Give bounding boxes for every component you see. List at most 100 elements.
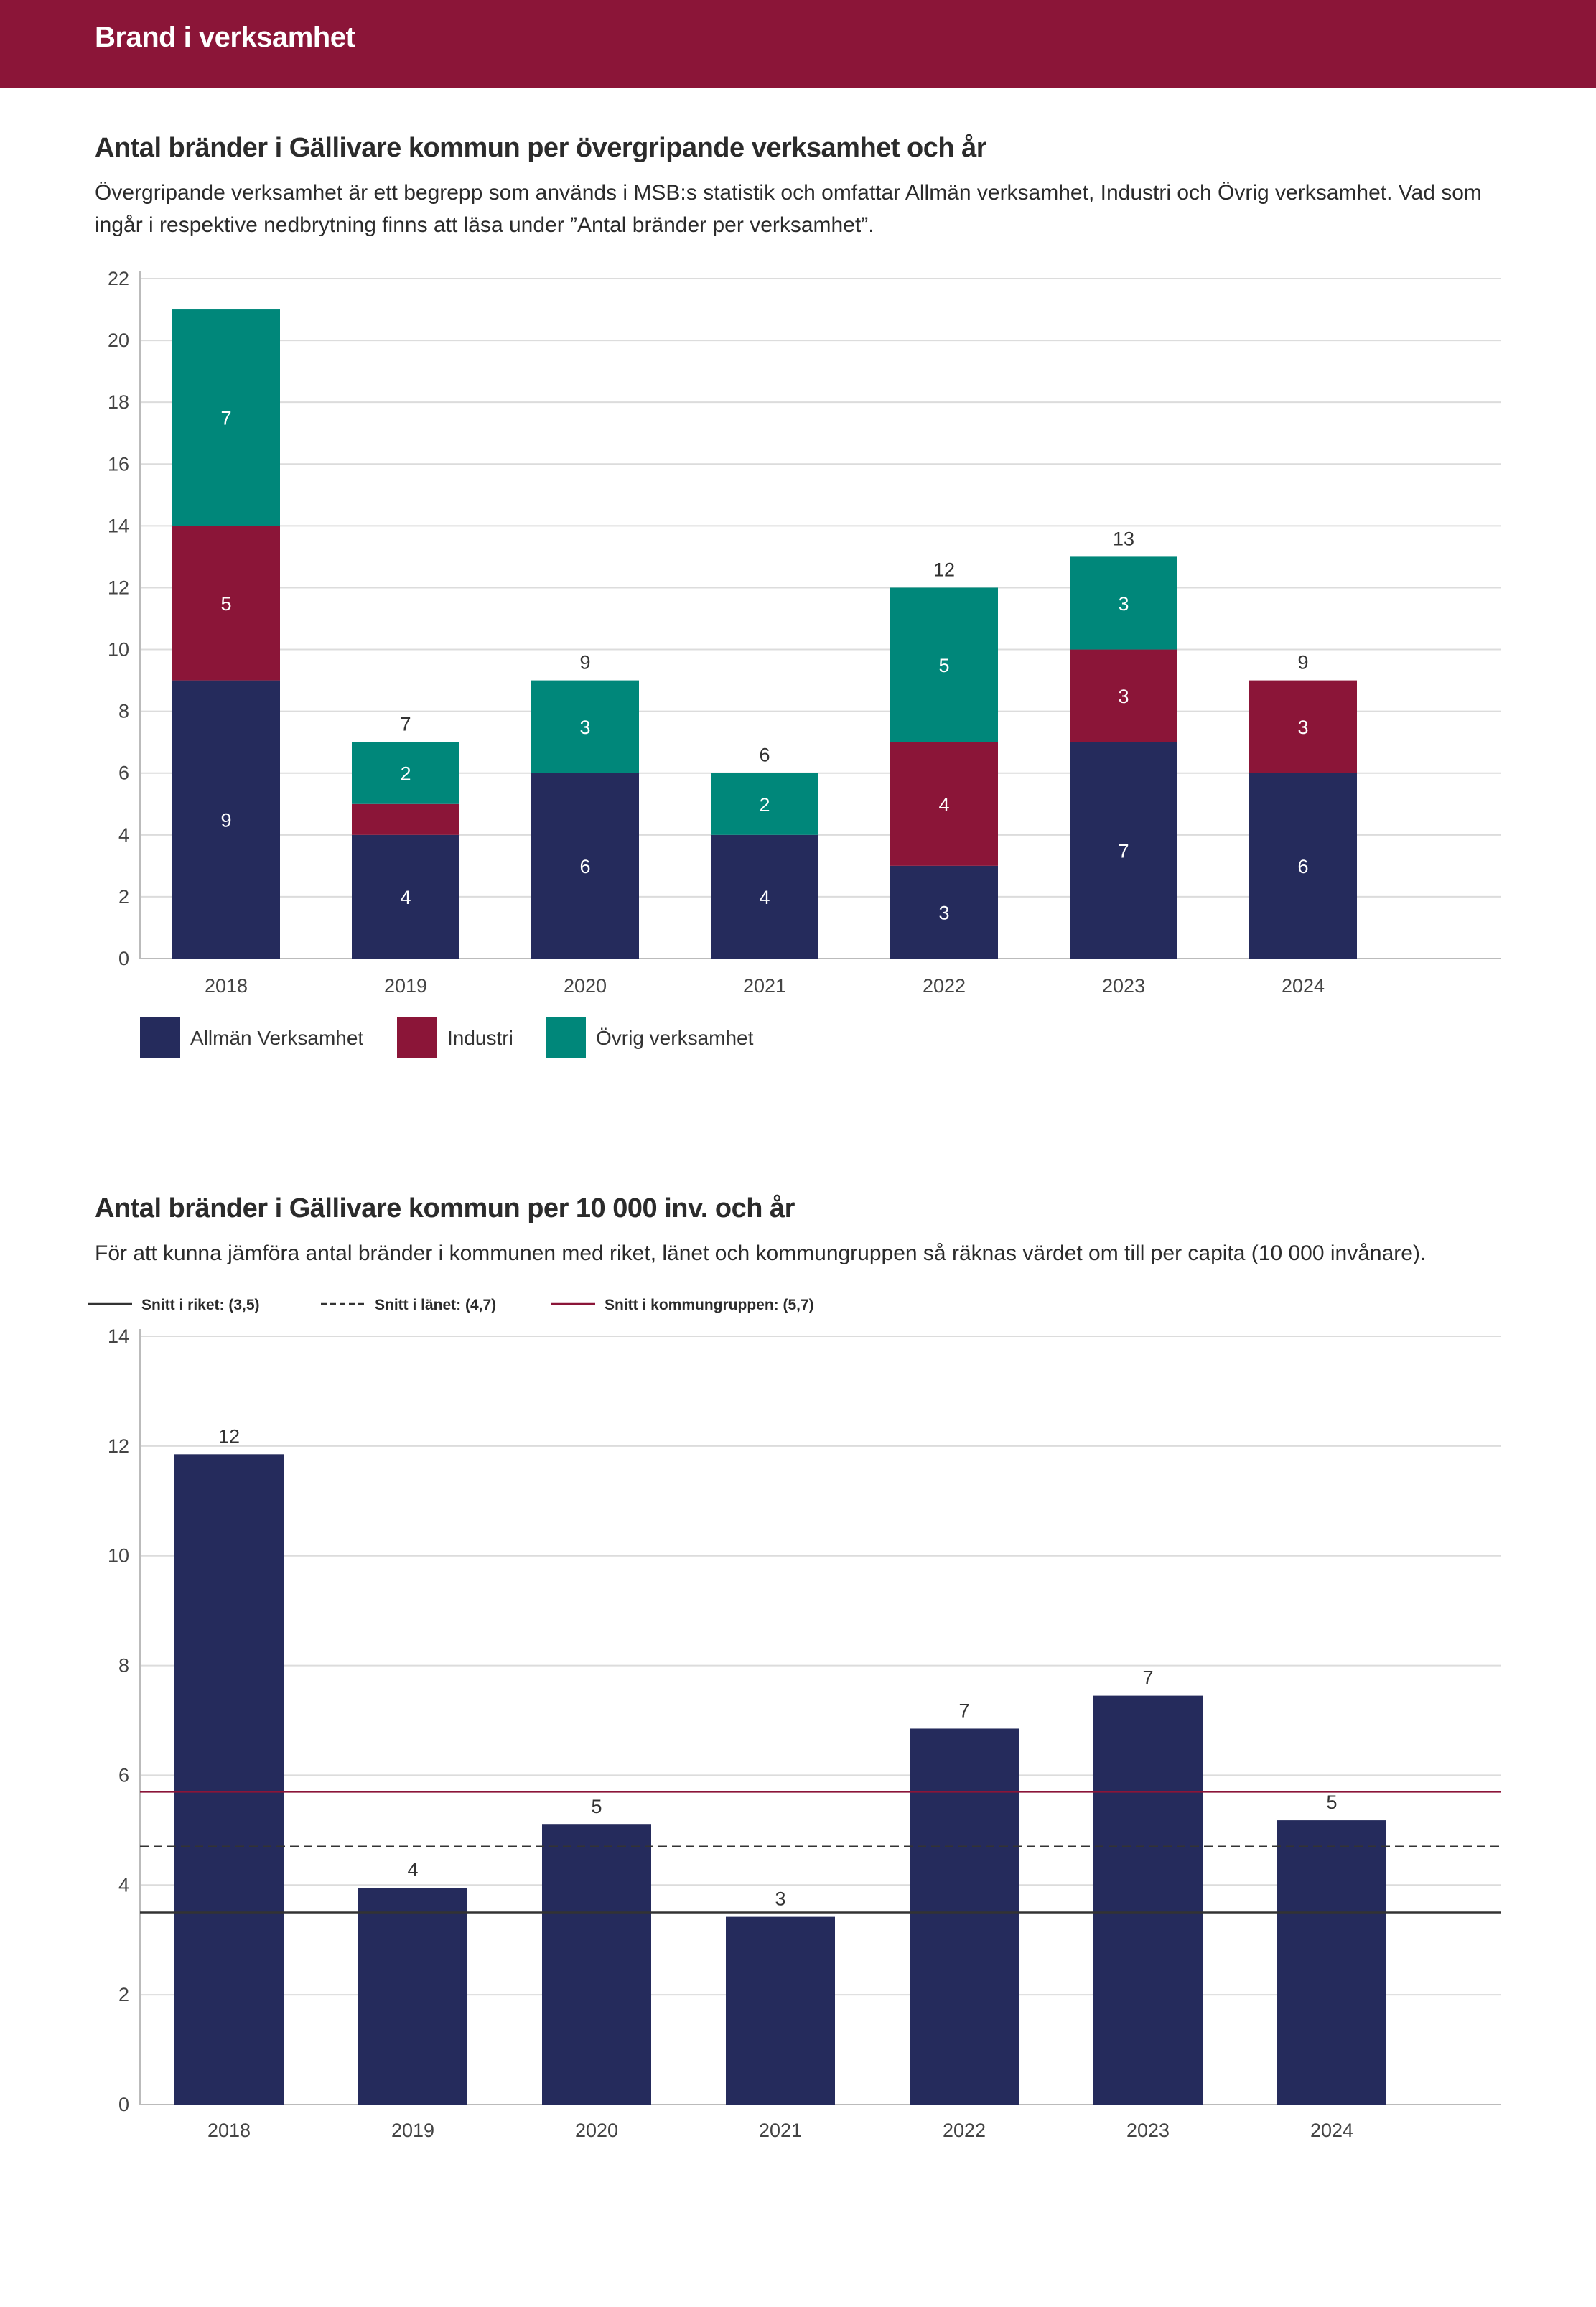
y-tick-label: 4	[118, 824, 129, 846]
segment-value-label: 5	[220, 593, 231, 615]
x-tick-label: 2023	[1126, 2120, 1170, 2141]
chart2-title: Antal bränder i Gällivare kommun per 10 …	[95, 1193, 795, 1224]
segment-value-label: 3	[938, 902, 949, 923]
total-value-label: 13	[1113, 528, 1134, 549]
y-tick-label: 22	[108, 268, 129, 289]
y-tick-label: 4	[118, 1874, 129, 1896]
bar-segment	[1070, 742, 1177, 959]
bar-value-label: 7	[958, 1700, 969, 1721]
total-value-label: 7	[400, 714, 411, 735]
y-tick-label: 10	[108, 639, 129, 661]
bar	[910, 1728, 1019, 2105]
total-value-label: 9	[579, 652, 590, 674]
segment-value-label: 2	[759, 794, 770, 816]
reference-legend-label: Snitt i kommungruppen: (5,7)	[605, 1297, 814, 1313]
x-tick-label: 2023	[1102, 975, 1145, 997]
bar	[174, 1454, 284, 2105]
page-title: Brand i verksamhet	[95, 22, 355, 53]
legend-label: Industri	[447, 1027, 513, 1049]
chart1-labels: 9 5 7 4 2 7 6 3 9 4 2 6 3 4 5 12 7 3 3 13 6 3 9	[220, 408, 1308, 924]
x-tick-label: 2020	[564, 975, 607, 997]
bar-segment	[890, 865, 998, 959]
bar-segment	[352, 834, 459, 959]
legend-swatch	[546, 1017, 586, 1058]
x-tick-label: 2024	[1310, 2120, 1353, 2141]
bar-segment	[1070, 556, 1177, 650]
segment-value-label: 2	[400, 763, 411, 785]
bar	[1093, 1695, 1203, 2105]
segment-value-label: 4	[400, 887, 411, 908]
bar	[358, 1888, 467, 2105]
bar-segment	[711, 773, 818, 835]
bar	[1277, 1820, 1386, 2105]
y-tick-label: 12	[108, 577, 129, 598]
bar-segment	[172, 309, 280, 526]
y-tick-label: 6	[118, 1764, 129, 1786]
y-tick-label: 2	[118, 1984, 129, 2005]
total-value-label: 9	[1297, 652, 1308, 674]
y-tick-label: 14	[108, 1325, 129, 1347]
bar-segment	[1249, 680, 1357, 773]
bar-segment	[172, 526, 280, 681]
bar-segment	[352, 742, 459, 804]
y-tick-label: 0	[118, 948, 129, 969]
bar	[542, 1824, 651, 2105]
legend-swatch	[140, 1017, 180, 1058]
bar-value-label: 4	[407, 1859, 418, 1880]
total-value-label: 12	[933, 559, 955, 580]
segment-value-label: 9	[220, 809, 231, 831]
chart1-title: Antal bränder i Gällivare kommun per öve…	[95, 133, 987, 163]
x-tick-label: 2021	[759, 2120, 802, 2141]
bar-segment	[890, 742, 998, 866]
legend-swatch	[397, 1017, 437, 1058]
bar-value-label: 5	[1326, 1791, 1337, 1813]
segment-value-label: 5	[938, 655, 949, 676]
y-tick-label: 2	[118, 886, 129, 908]
bar-segment	[352, 803, 459, 835]
segment-value-label: 3	[579, 717, 590, 738]
segment-value-label: 3	[1118, 686, 1129, 707]
chart2-reference-lines	[140, 1791, 1501, 1914]
chart2-labels: 12 4 5 3 7 7 5	[218, 1425, 1338, 1909]
reference-legend-label: Snitt i länet: (4,7)	[375, 1297, 496, 1313]
header-band: Brand i verksamhet	[0, 0, 1596, 88]
bar-value-label: 7	[1142, 1667, 1153, 1689]
y-tick-label: 16	[108, 453, 129, 475]
segment-value-label: 4	[759, 887, 770, 908]
legend-label: Övrig verksamhet	[596, 1027, 754, 1049]
bar-segment	[890, 587, 998, 742]
y-tick-label: 6	[118, 763, 129, 784]
x-tick-label: 2019	[384, 975, 427, 997]
y-tick-label: 14	[108, 515, 129, 536]
y-tick-label: 0	[118, 2094, 129, 2115]
x-tick-label: 2018	[207, 2120, 251, 2141]
x-tick-label: 2020	[575, 2120, 618, 2141]
chart1-legend: Allmän Verksamhet Industri Övrig verksamhe…	[140, 1017, 754, 1058]
chart1-bars	[172, 309, 1357, 959]
bar-segment	[1249, 773, 1357, 959]
x-tick-label: 2019	[391, 2120, 434, 2141]
chart1-description: Övergripande verksamhet är ett begrepp s…	[95, 181, 1482, 237]
y-tick-label: 12	[108, 1435, 129, 1457]
y-tick-label: 8	[118, 1655, 129, 1677]
bar-segment	[1070, 649, 1177, 742]
bar-segment	[531, 773, 639, 959]
segment-value-label: 4	[938, 794, 949, 816]
total-value-label: 6	[759, 745, 770, 766]
bar-value-label: 12	[218, 1425, 240, 1447]
bar-segment	[531, 680, 639, 773]
chart2-bars	[174, 1454, 1386, 2105]
y-tick-label: 18	[108, 391, 129, 413]
segment-value-label: 7	[220, 408, 231, 429]
y-tick-label: 20	[108, 330, 129, 351]
segment-value-label: 6	[579, 856, 590, 877]
segment-value-label: 6	[1297, 856, 1308, 877]
chart2-reference-legend: Snitt i riket: (3,5) Snitt i länet: (4,7)…	[88, 1297, 814, 1313]
x-tick-label: 2024	[1282, 975, 1325, 997]
segment-value-label: 3	[1297, 717, 1308, 738]
y-tick-label: 8	[118, 701, 129, 722]
bar-value-label: 5	[591, 1796, 602, 1817]
x-tick-label: 2018	[205, 975, 248, 997]
reference-legend-label: Snitt i riket: (3,5)	[141, 1297, 260, 1313]
